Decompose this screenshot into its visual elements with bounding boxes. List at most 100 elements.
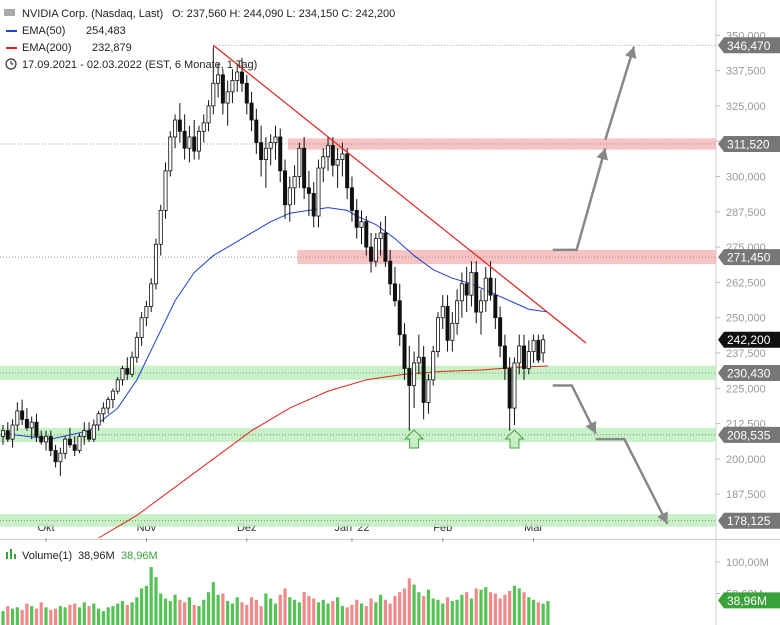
volume-bar bbox=[183, 602, 187, 625]
candle-up bbox=[187, 136, 192, 149]
volume-bar bbox=[474, 588, 478, 625]
volume-bar bbox=[254, 599, 258, 625]
up-arrow-icon bbox=[504, 429, 525, 449]
candle-down bbox=[445, 306, 450, 341]
volume-bar bbox=[53, 608, 58, 625]
volume-bar bbox=[531, 599, 536, 625]
candle-up bbox=[326, 145, 331, 158]
candle-up bbox=[412, 362, 417, 386]
candle-down bbox=[125, 368, 130, 375]
volume-bar bbox=[355, 599, 359, 625]
projection-arrowhead-icon bbox=[585, 420, 597, 434]
volume-bar bbox=[522, 592, 526, 625]
volume-bar bbox=[87, 606, 91, 625]
volume-bar bbox=[302, 592, 306, 625]
volume-bar bbox=[546, 601, 550, 625]
volume-bar bbox=[436, 599, 440, 625]
instrument-title: NVIDIA Corp. (Nasdaq, Last) bbox=[22, 8, 163, 20]
candle-up bbox=[96, 413, 101, 426]
candle-up bbox=[115, 379, 120, 392]
candle-up bbox=[359, 221, 364, 228]
volume-bar bbox=[264, 593, 268, 625]
candle-up bbox=[44, 435, 49, 443]
candle-up bbox=[316, 167, 321, 217]
volume-bar bbox=[508, 590, 512, 625]
candle-down bbox=[474, 272, 479, 313]
volume-bar bbox=[249, 597, 254, 625]
candle-down bbox=[254, 119, 259, 144]
volume-bar bbox=[58, 606, 62, 625]
price-label-tag: 208,535 bbox=[718, 426, 780, 443]
volume-bar bbox=[187, 597, 192, 625]
volume-bar bbox=[120, 601, 125, 625]
volume-bar bbox=[460, 594, 464, 625]
y-tick-label: 187,500 bbox=[726, 489, 766, 501]
candle-down bbox=[507, 368, 512, 409]
volume-bar bbox=[465, 592, 469, 625]
volume-bar bbox=[15, 607, 19, 625]
volume-bar bbox=[297, 602, 301, 625]
candle-down bbox=[72, 444, 77, 451]
projection-arrowhead-icon bbox=[624, 46, 637, 59]
candle-down bbox=[53, 450, 58, 463]
candle-up bbox=[268, 142, 273, 149]
ema200-legend-value: 232,879 bbox=[92, 42, 132, 54]
candle-up bbox=[144, 306, 149, 319]
price-label-text: 208,535 bbox=[727, 428, 771, 442]
price-label-background bbox=[718, 37, 780, 54]
volume-bar bbox=[206, 592, 211, 625]
candle-down bbox=[536, 339, 541, 361]
candle-down bbox=[502, 345, 507, 369]
volume-bar bbox=[173, 594, 177, 625]
volume-bar bbox=[498, 598, 502, 625]
price-label-tag: 311,520 bbox=[718, 135, 780, 152]
candle-down bbox=[34, 421, 39, 437]
volume-bar bbox=[278, 594, 282, 625]
candle-up bbox=[230, 80, 235, 93]
candle-up bbox=[134, 337, 139, 358]
volume-bar bbox=[163, 598, 168, 625]
candle-up bbox=[235, 71, 240, 81]
candle-up bbox=[469, 272, 474, 296]
candle-up bbox=[58, 452, 63, 463]
volume-bar bbox=[517, 588, 521, 625]
projection-arrowhead-icon bbox=[596, 148, 609, 161]
volume-bar bbox=[211, 582, 215, 625]
candle-up bbox=[435, 317, 440, 353]
candle-up bbox=[206, 105, 211, 124]
period-label: 17.09.2021 - 02.03.2022 (EST, 6 Monate, … bbox=[22, 59, 257, 71]
volume-label: Volume(1) bbox=[22, 550, 72, 562]
candle-up bbox=[273, 136, 278, 144]
candle-up bbox=[459, 283, 464, 302]
volume-bar bbox=[393, 595, 397, 625]
price-label-background bbox=[718, 364, 780, 381]
volume-bar bbox=[441, 603, 445, 625]
candle-down bbox=[249, 102, 254, 121]
candle-up bbox=[120, 368, 125, 381]
volume-bar bbox=[34, 608, 39, 625]
volume-bar bbox=[292, 599, 297, 625]
candle-up bbox=[483, 277, 488, 302]
candle-down bbox=[306, 187, 311, 194]
candle-up bbox=[225, 91, 230, 104]
volume-bar bbox=[412, 584, 416, 625]
candle-down bbox=[488, 277, 493, 296]
ema50-legend-label: EMA(50) bbox=[22, 25, 65, 37]
nvidia-logo-icon bbox=[4, 9, 15, 16]
price-label-tag: 178,125 bbox=[718, 512, 780, 529]
volume-value-1: 38,96M bbox=[78, 550, 115, 562]
candle-down bbox=[177, 119, 182, 132]
candle-up bbox=[106, 399, 111, 409]
volume-bar bbox=[149, 566, 153, 625]
up-arrow-icon bbox=[403, 429, 425, 449]
candle-up bbox=[455, 300, 460, 324]
price-label-background bbox=[718, 135, 780, 152]
candle-down bbox=[182, 130, 187, 149]
volume-bar bbox=[44, 607, 48, 625]
volume-bar bbox=[144, 585, 148, 625]
volume-bar bbox=[20, 609, 24, 625]
volume-bar bbox=[369, 598, 373, 625]
volume-bar bbox=[68, 604, 72, 625]
volume-bar bbox=[469, 598, 474, 625]
